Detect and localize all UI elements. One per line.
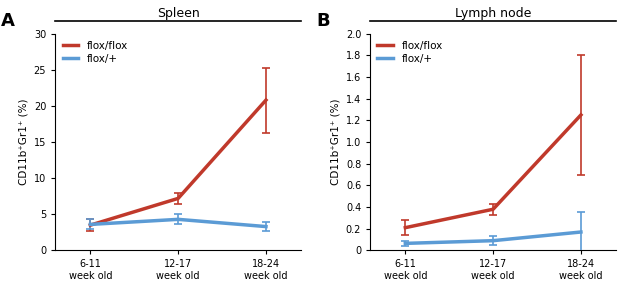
Legend: flox/flox, flox/+: flox/flox, flox/+: [60, 39, 130, 66]
Text: B: B: [316, 12, 330, 30]
Title: Lymph node: Lymph node: [455, 7, 531, 20]
Y-axis label: CD11b⁺Gr1⁺ (%): CD11b⁺Gr1⁺ (%): [330, 99, 340, 185]
Title: Spleen: Spleen: [157, 7, 199, 20]
Y-axis label: CD11b⁺Gr1⁺ (%): CD11b⁺Gr1⁺ (%): [18, 99, 28, 185]
Text: A: A: [1, 12, 15, 30]
Legend: flox/flox, flox/+: flox/flox, flox/+: [376, 39, 445, 66]
